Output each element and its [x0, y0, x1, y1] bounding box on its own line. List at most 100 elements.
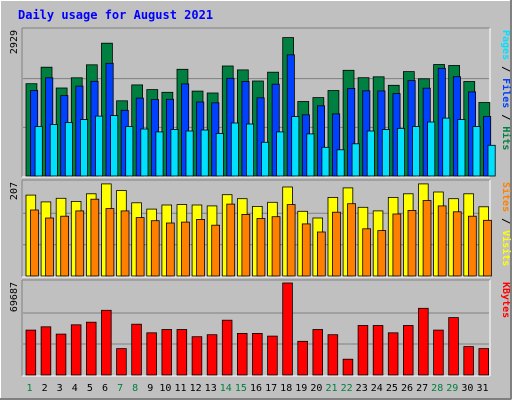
x-tick-label-day-3: 3 [57, 383, 63, 394]
bar-sites-day-16 [256, 218, 266, 277]
bar-sites-day-23 [362, 228, 372, 277]
bar-kbytes-day-25 [387, 332, 399, 376]
bar-kbytes-day-20 [312, 329, 323, 376]
bar-kbytes-day-3 [55, 333, 67, 376]
bar-sites-day-3 [60, 215, 70, 277]
bar-kbytes-day-2 [40, 326, 52, 376]
legend-kbytes: KBytes [500, 282, 511, 318]
bar-kbytes-day-28 [433, 329, 444, 376]
x-tick-label-day-29: 29 [446, 383, 458, 394]
x-tick-label-day-16: 16 [250, 383, 262, 394]
legend-separator: / [500, 212, 511, 230]
panel-hits-files-pages: 2929 Pages / Files / Hits [9, 27, 512, 178]
series-pages [34, 115, 496, 177]
bar-sites-day-4 [75, 210, 85, 277]
bar-pages-day-1 [34, 126, 43, 177]
bar-kbytes-day-8 [131, 323, 142, 376]
bar-kbytes-day-31 [478, 348, 489, 376]
bar-sites-day-15 [241, 213, 251, 277]
bar-kbytes-day-1 [25, 329, 37, 376]
bar-sites-day-24 [377, 230, 387, 277]
bar-pages-day-30 [472, 126, 481, 177]
bar-pages-day-2 [49, 124, 58, 177]
bar-kbytes-day-27 [418, 307, 429, 376]
x-tick-label-day-17: 17 [265, 383, 277, 394]
bar-kbytes-day-30 [463, 346, 474, 376]
legend-visits: Visits [500, 230, 512, 266]
bar-sites-day-20 [316, 231, 326, 277]
legend-sites: Sites [500, 182, 512, 212]
panel-max-label: 207 [9, 182, 20, 200]
panel-kbytes: 69687 KBytes [9, 279, 511, 377]
bar-pages-day-14 [230, 122, 239, 177]
bar-pages-day-10 [170, 129, 179, 177]
x-tick-label-day-27: 27 [416, 383, 428, 394]
bar-kbytes-day-14 [221, 319, 233, 376]
x-tick-label-day-26: 26 [401, 383, 413, 394]
bar-files-day-21 [332, 113, 341, 177]
bar-kbytes-day-5 [86, 321, 97, 376]
panel-legend: KBytes [500, 282, 511, 318]
bar-kbytes-day-29 [448, 317, 459, 376]
bar-pages-day-22 [351, 143, 360, 177]
bar-pages-day-9 [155, 131, 164, 177]
bar-pages-day-25 [396, 128, 405, 177]
bar-kbytes-day-15 [236, 332, 248, 376]
x-tick-label-day-24: 24 [371, 383, 383, 394]
bar-pages-day-21 [336, 149, 345, 177]
legend-hits: Hits [500, 126, 512, 150]
chart-panels: 2929 Pages / Files / Hits 207 Sites / Visit… [9, 27, 512, 377]
bar-pages-day-6 [110, 115, 119, 177]
bar-kbytes-day-11 [176, 329, 188, 376]
bar-sites-day-27 [422, 200, 432, 277]
x-tick-label-day-21: 21 [325, 383, 337, 394]
legend-pages: Pages [500, 30, 511, 60]
bar-kbytes-day-17 [267, 335, 278, 376]
bar-pages-day-27 [427, 121, 436, 177]
x-tick-label-day-12: 12 [190, 383, 202, 394]
bar-sites-day-25 [392, 213, 402, 277]
bar-sites-day-12 [196, 218, 205, 277]
bar-files-day-20 [316, 105, 325, 177]
bar-sites-day-5 [90, 198, 100, 277]
x-tick-label-day-5: 5 [87, 383, 93, 394]
x-tick-label-day-22: 22 [341, 383, 353, 394]
x-tick-label-day-9: 9 [147, 383, 153, 394]
bar-sites-day-14 [226, 203, 236, 277]
bar-kbytes-day-16 [252, 332, 263, 376]
bar-pages-day-24 [381, 129, 390, 177]
series-sites [30, 198, 492, 277]
x-tick-label-day-14: 14 [220, 383, 232, 394]
bar-kbytes-day-24 [372, 325, 384, 376]
bar-sites-day-19 [301, 223, 311, 277]
bar-kbytes-day-9 [146, 332, 157, 376]
bar-pages-day-3 [64, 122, 73, 177]
bar-kbytes-day-7 [116, 348, 127, 376]
bar-kbytes-day-21 [327, 334, 339, 376]
bar-sites-day-9 [150, 220, 160, 277]
bar-pages-day-11 [185, 130, 194, 177]
x-tick-label-day-4: 4 [72, 383, 78, 394]
bar-sites-day-22 [347, 203, 356, 277]
bar-kbytes-day-6 [101, 309, 112, 376]
bar-pages-day-28 [442, 117, 451, 177]
panel-legend: Pages / Files / Hits [500, 30, 512, 150]
x-tick-label-day-10: 10 [159, 383, 171, 394]
bar-kbytes-day-23 [357, 325, 369, 376]
bar-sites-day-10 [165, 222, 175, 277]
x-tick-label-day-13: 13 [205, 383, 217, 394]
legend-files: Files [500, 78, 512, 108]
bar-sites-day-8 [135, 217, 145, 277]
x-tick-label-day-20: 20 [310, 383, 322, 394]
bar-sites-day-13 [211, 224, 220, 277]
bar-files-day-18 [286, 54, 295, 177]
panel-visits-sites: 207 Sites / Visits [9, 179, 512, 278]
bar-sites-day-2 [45, 217, 54, 277]
bar-pages-day-23 [366, 130, 375, 177]
panel-max-label: 69687 [9, 282, 20, 312]
bar-pages-day-8 [140, 128, 149, 177]
bar-sites-day-30 [467, 215, 477, 277]
bar-pages-day-15 [245, 123, 254, 177]
x-tick-label-day-31: 31 [476, 383, 488, 394]
